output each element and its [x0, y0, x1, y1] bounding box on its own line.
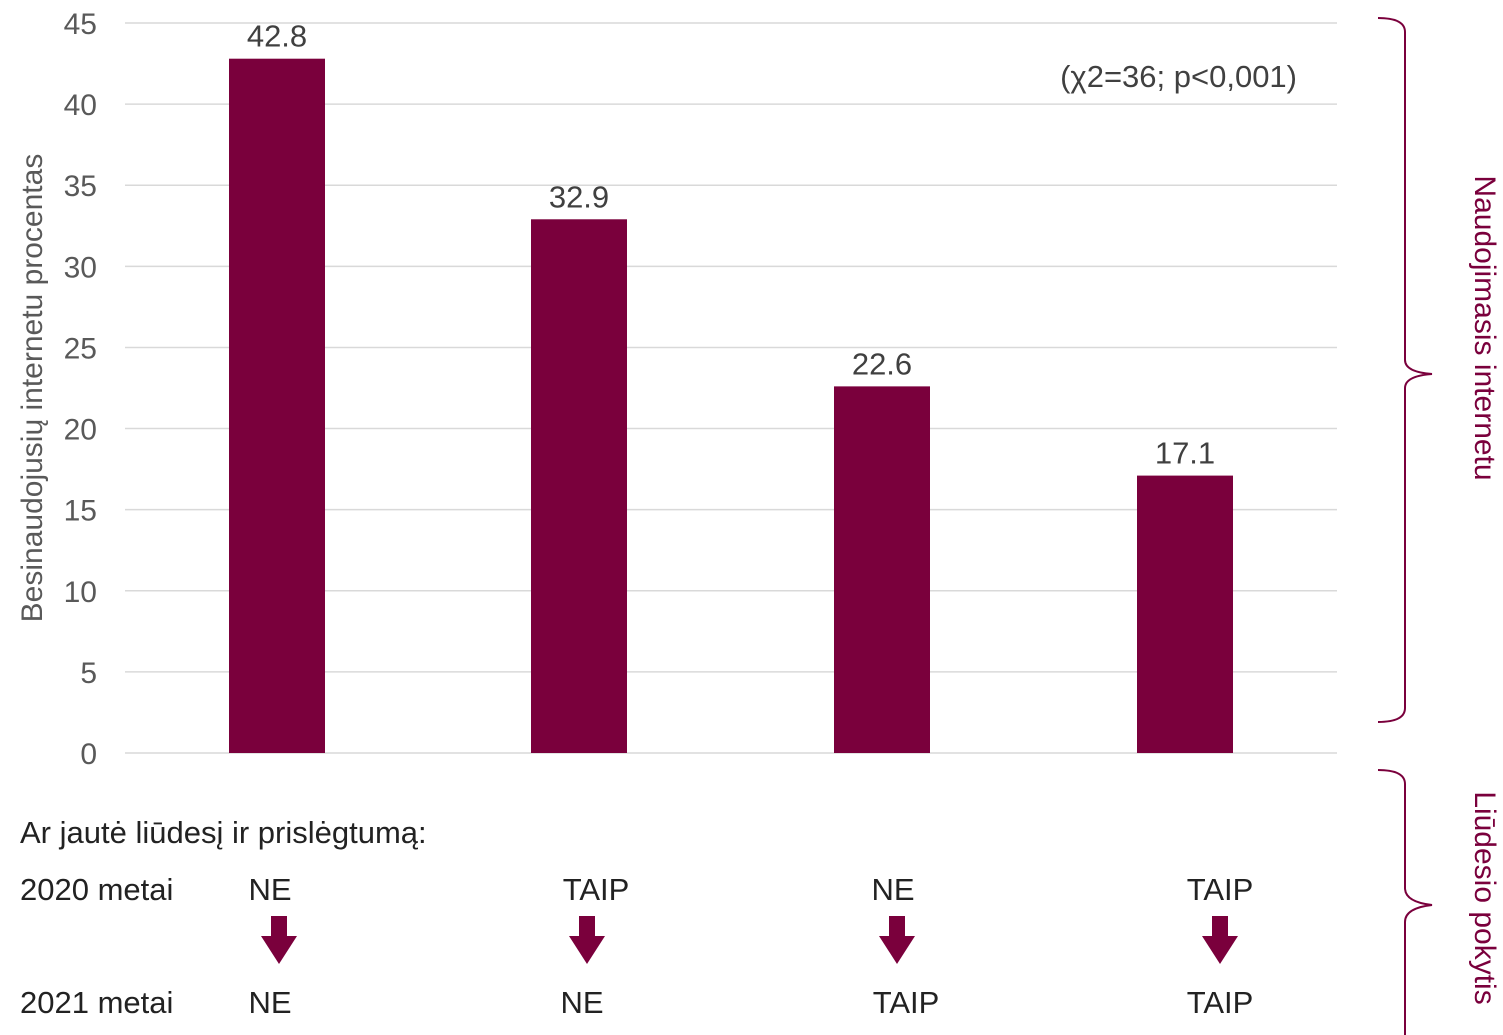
- status-2021: NE: [560, 985, 603, 1020]
- bar: [531, 219, 627, 754]
- status-2020: NE: [871, 872, 914, 907]
- y-tick-label: 30: [64, 251, 97, 284]
- y-tick-label: 35: [64, 170, 97, 203]
- year-2020-label: 2020 metai: [20, 872, 173, 907]
- stat-annotation: (χ2=36; p<0,001): [1060, 59, 1297, 94]
- y-tick-label: 15: [64, 495, 97, 528]
- status-2020: TAIP: [563, 872, 630, 907]
- y-tick-label: 10: [64, 576, 97, 609]
- y-tick-label: 20: [64, 414, 97, 447]
- data-label: 17.1: [1155, 436, 1215, 471]
- bar: [834, 386, 930, 753]
- down-arrow-icon: [261, 916, 297, 964]
- year-2021-label: 2021 metai: [20, 985, 173, 1020]
- side-label-internet: Naudojimasis internetu: [1468, 175, 1501, 480]
- y-axis-label: Besinaudojusių internetu procentas: [16, 154, 49, 623]
- side-label-sadness: Liūdesio pokytis: [1468, 791, 1501, 1004]
- down-arrow-icon: [1202, 916, 1238, 964]
- down-arrow-icon: [569, 916, 605, 964]
- bar: [229, 58, 325, 753]
- y-tick-label: 25: [64, 332, 97, 365]
- status-2021: NE: [248, 985, 291, 1020]
- status-2020: TAIP: [1187, 872, 1254, 907]
- question-label: Ar jautė liūdesį ir prislėgtumą:: [20, 815, 427, 850]
- status-2020: NE: [248, 872, 291, 907]
- y-tick-labels: 0 5 10 15 20 25 30 35 40 45: [64, 8, 97, 771]
- brace-bottom: [1377, 769, 1433, 1035]
- bar: [1137, 475, 1233, 753]
- y-tick-label: 0: [80, 738, 97, 771]
- y-tick-label: 5: [80, 657, 97, 690]
- data-label: 32.9: [549, 179, 609, 214]
- data-labels: 42.8 32.9 22.6 17.1: [247, 19, 1215, 471]
- bars: [229, 58, 1233, 754]
- status-2021: TAIP: [1187, 985, 1254, 1020]
- status-2021: TAIP: [873, 985, 940, 1020]
- y-tick-label: 40: [64, 89, 97, 122]
- data-label: 42.8: [247, 19, 307, 54]
- down-arrow-icon: [879, 916, 915, 964]
- transition-labels: NE TAIP NE TAIP NE NE TAIP TAIP: [248, 872, 1253, 1020]
- transition-arrows: [261, 916, 1238, 964]
- data-label: 22.6: [852, 346, 912, 381]
- gridlines: [125, 22, 1337, 754]
- brace-top: [1377, 17, 1433, 723]
- y-tick-label: 45: [64, 8, 97, 41]
